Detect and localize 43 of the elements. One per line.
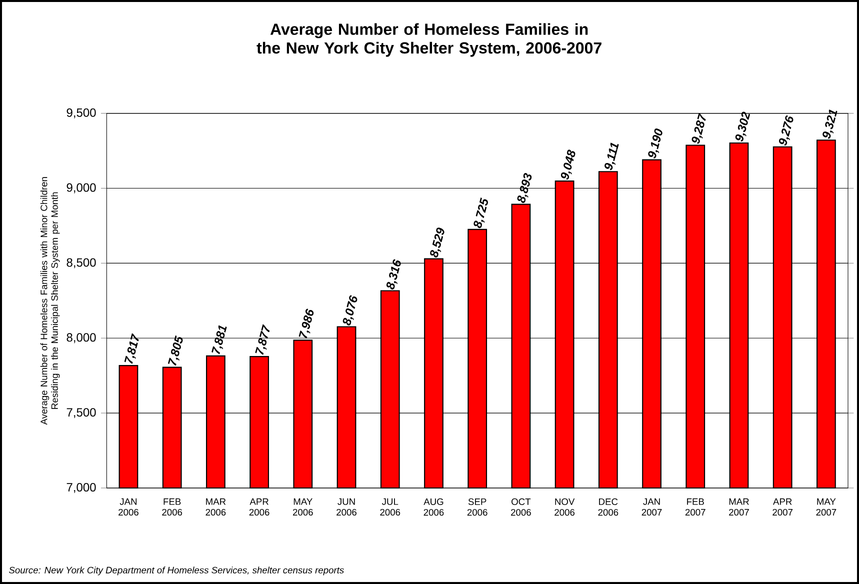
data-label: 9,048	[560, 150, 576, 180]
data-label: 8,893	[517, 172, 532, 203]
x-tick-label: AUG 2006	[424, 498, 444, 516]
x-tick-label: MAR 2006	[206, 498, 226, 516]
y-tick-label: 7,500	[66, 408, 96, 418]
x-tick-label: APR 2006	[249, 498, 270, 516]
x-tick-label: JAN 2006	[118, 498, 138, 516]
data-label: 9,190	[648, 128, 662, 158]
y-tick-label: 8,000	[66, 333, 96, 344]
y-axis-title: Average Number of Homeless Families with Minor Children Residing in the Municipal Shelter System per Month	[40, 177, 60, 425]
x-tick-label: MAR 2007	[729, 498, 749, 516]
x-tick-label: MAY 2007	[816, 498, 836, 516]
data-label: 7,805	[168, 335, 183, 366]
data-label: 9,302	[735, 112, 750, 142]
y-tick-label: 9,000	[66, 183, 96, 194]
data-label: 8,316	[386, 259, 401, 290]
data-label: 9,276	[778, 115, 794, 146]
x-tick-label: FEB 2007	[685, 498, 706, 516]
data-label: 8,076	[342, 295, 358, 326]
x-tick-label: SEP 2006	[467, 498, 488, 516]
x-tick-label: JAN 2007	[642, 498, 662, 516]
data-label: 9,321	[822, 109, 838, 139]
data-label: 7,986	[298, 308, 314, 339]
data-label: 7,817	[124, 333, 139, 364]
y-tick-label: 8,500	[66, 258, 96, 268]
x-tick-label: APR 2007	[772, 498, 793, 516]
y-tick-label: 7,000	[66, 483, 96, 493]
data-label: 7,881	[212, 325, 227, 354]
data-label: 9,287	[692, 112, 706, 144]
chart-title: Average Number of Homeless Families in the New York City Shelter System, 2006-2007	[256, 23, 602, 57]
data-label: 9,111	[604, 142, 619, 170]
data-label: 8,725	[474, 197, 488, 228]
x-tick-label: FEB 2006	[162, 498, 182, 516]
source-note: Source: New York City Department of Homeless Services, shelter census reports	[8, 566, 344, 576]
x-tick-label: DEC 2006	[598, 498, 618, 516]
x-tick-label: MAY 2006	[292, 498, 313, 516]
data-label: 7,877	[255, 324, 270, 355]
x-tick-label: OCT 2006	[511, 498, 531, 516]
x-tick-label: NOV 2006	[554, 498, 575, 516]
x-tick-label: JUL 2006	[380, 498, 400, 516]
y-tick-label: 9,500	[66, 108, 96, 118]
x-tick-label: JUN 2006	[336, 498, 356, 516]
data-label: 8,529	[430, 228, 444, 258]
